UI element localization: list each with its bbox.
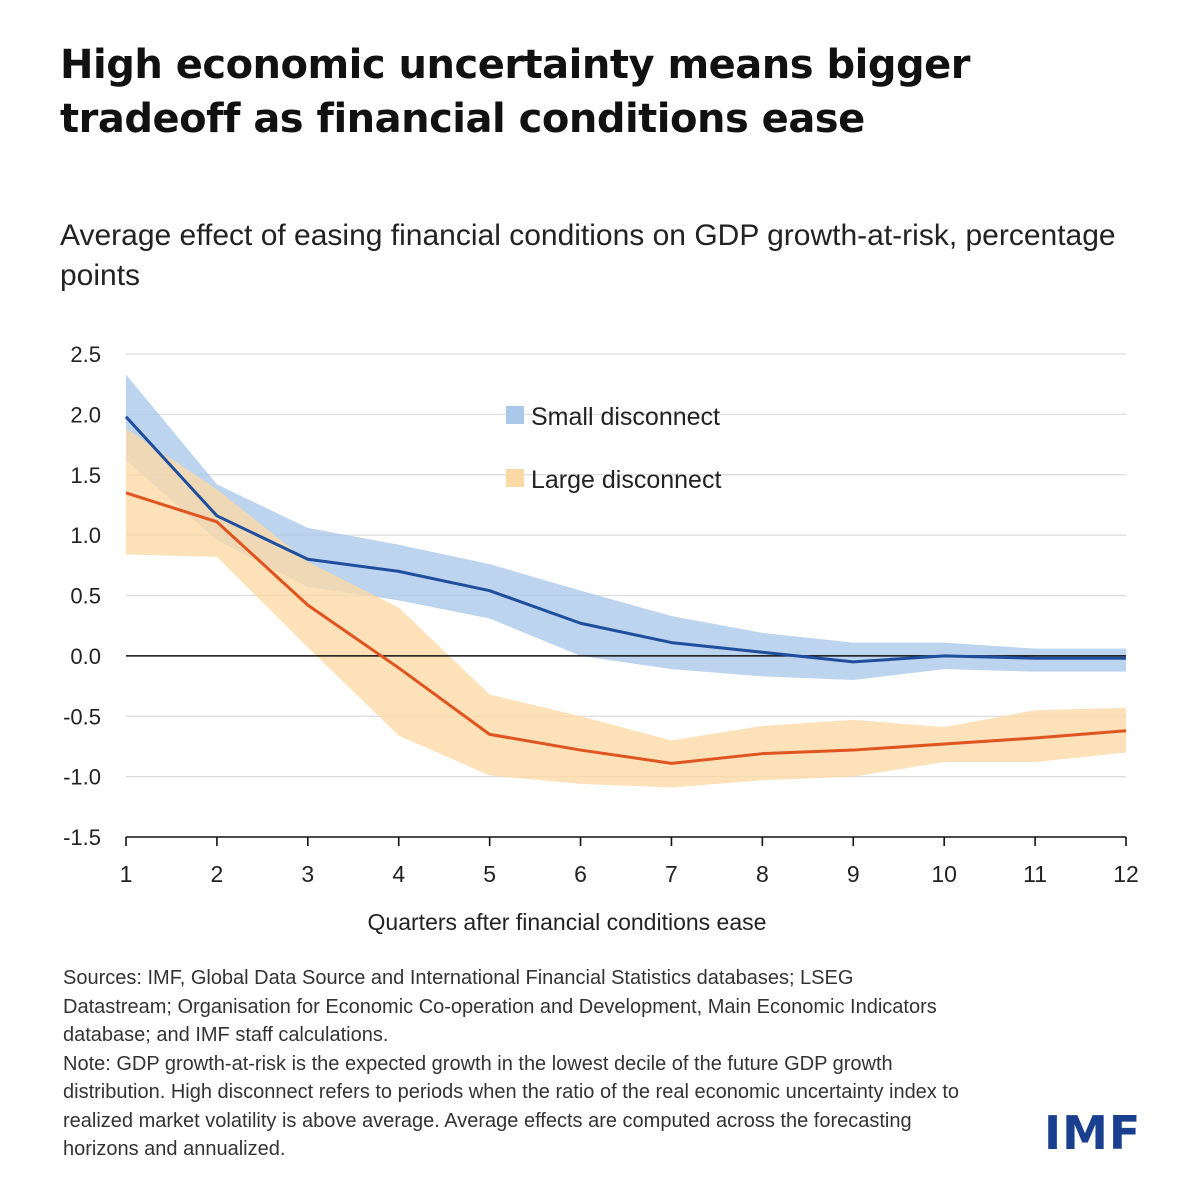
x-tick-label: 8	[756, 861, 769, 887]
series-line-small-disconnect	[124, 415, 1126, 664]
legend-swatch	[506, 406, 524, 424]
legend-label: Small disconnect	[531, 403, 720, 431]
imf-logo: IMF	[1044, 1106, 1142, 1160]
legend-layer: Small disconnect Large disconnect	[506, 403, 721, 494]
x-tick-label: 10	[931, 861, 957, 887]
note-text: Note: GDP growth-at-risk is the expected…	[63, 1052, 960, 1161]
x-axis-title: Quarters after financial conditions ease	[368, 909, 767, 935]
series-band-small-disconnect	[126, 374, 1126, 681]
x-tick-label: 1	[120, 861, 133, 887]
chart-main-title: High economic uncertainty means bigger t…	[60, 42, 970, 142]
series-band-large-disconnect	[126, 428, 1126, 788]
x-tick-label: 6	[574, 861, 587, 887]
x-tick-label: 5	[483, 861, 496, 887]
y-tick-label: -0.5	[63, 704, 101, 729]
line-layer	[124, 415, 1127, 765]
axis-layer: 2.52.01.51.00.50.0-0.5-1.0-1.51 2 3 4 5 6 7 8 9 1…	[63, 342, 1139, 887]
y-tick-label: 0.5	[70, 584, 101, 609]
y-tick-label: 2.0	[70, 402, 101, 427]
y-tick-label: 0.0	[70, 644, 101, 669]
notes-block: Sources: IMF, Global Data Source and Int…	[63, 964, 963, 1164]
y-tick-label: 2.5	[70, 342, 101, 367]
line-chart: 2.52.01.51.00.50.0-0.5-1.0-1.51 2 3 4 5 6 7 8 9 1…	[63, 342, 1139, 935]
x-tick-label: 9	[847, 861, 860, 887]
y-tick-label: -1.5	[63, 825, 101, 850]
series-line-large-disconnect	[125, 491, 1127, 765]
chart-subtitle: Average effect of easing financial condi…	[60, 219, 1116, 292]
legend-label: Large disconnect	[531, 466, 721, 494]
x-tick-label: 12	[1113, 861, 1139, 887]
sources-text: Sources: IMF, Global Data Source and Int…	[63, 967, 937, 1046]
x-tick-label: 3	[301, 861, 314, 887]
legend-swatch	[506, 469, 524, 487]
x-tick-label: 11	[1023, 861, 1047, 887]
y-tick-label: -1.0	[63, 765, 101, 790]
y-tick-label: 1.0	[70, 523, 101, 548]
x-tick-label: 7	[665, 861, 678, 887]
x-tick-label: 4	[392, 861, 405, 887]
band-layer	[126, 374, 1126, 788]
y-tick-label: 1.5	[70, 463, 101, 488]
x-tick-label: 2	[211, 861, 224, 887]
